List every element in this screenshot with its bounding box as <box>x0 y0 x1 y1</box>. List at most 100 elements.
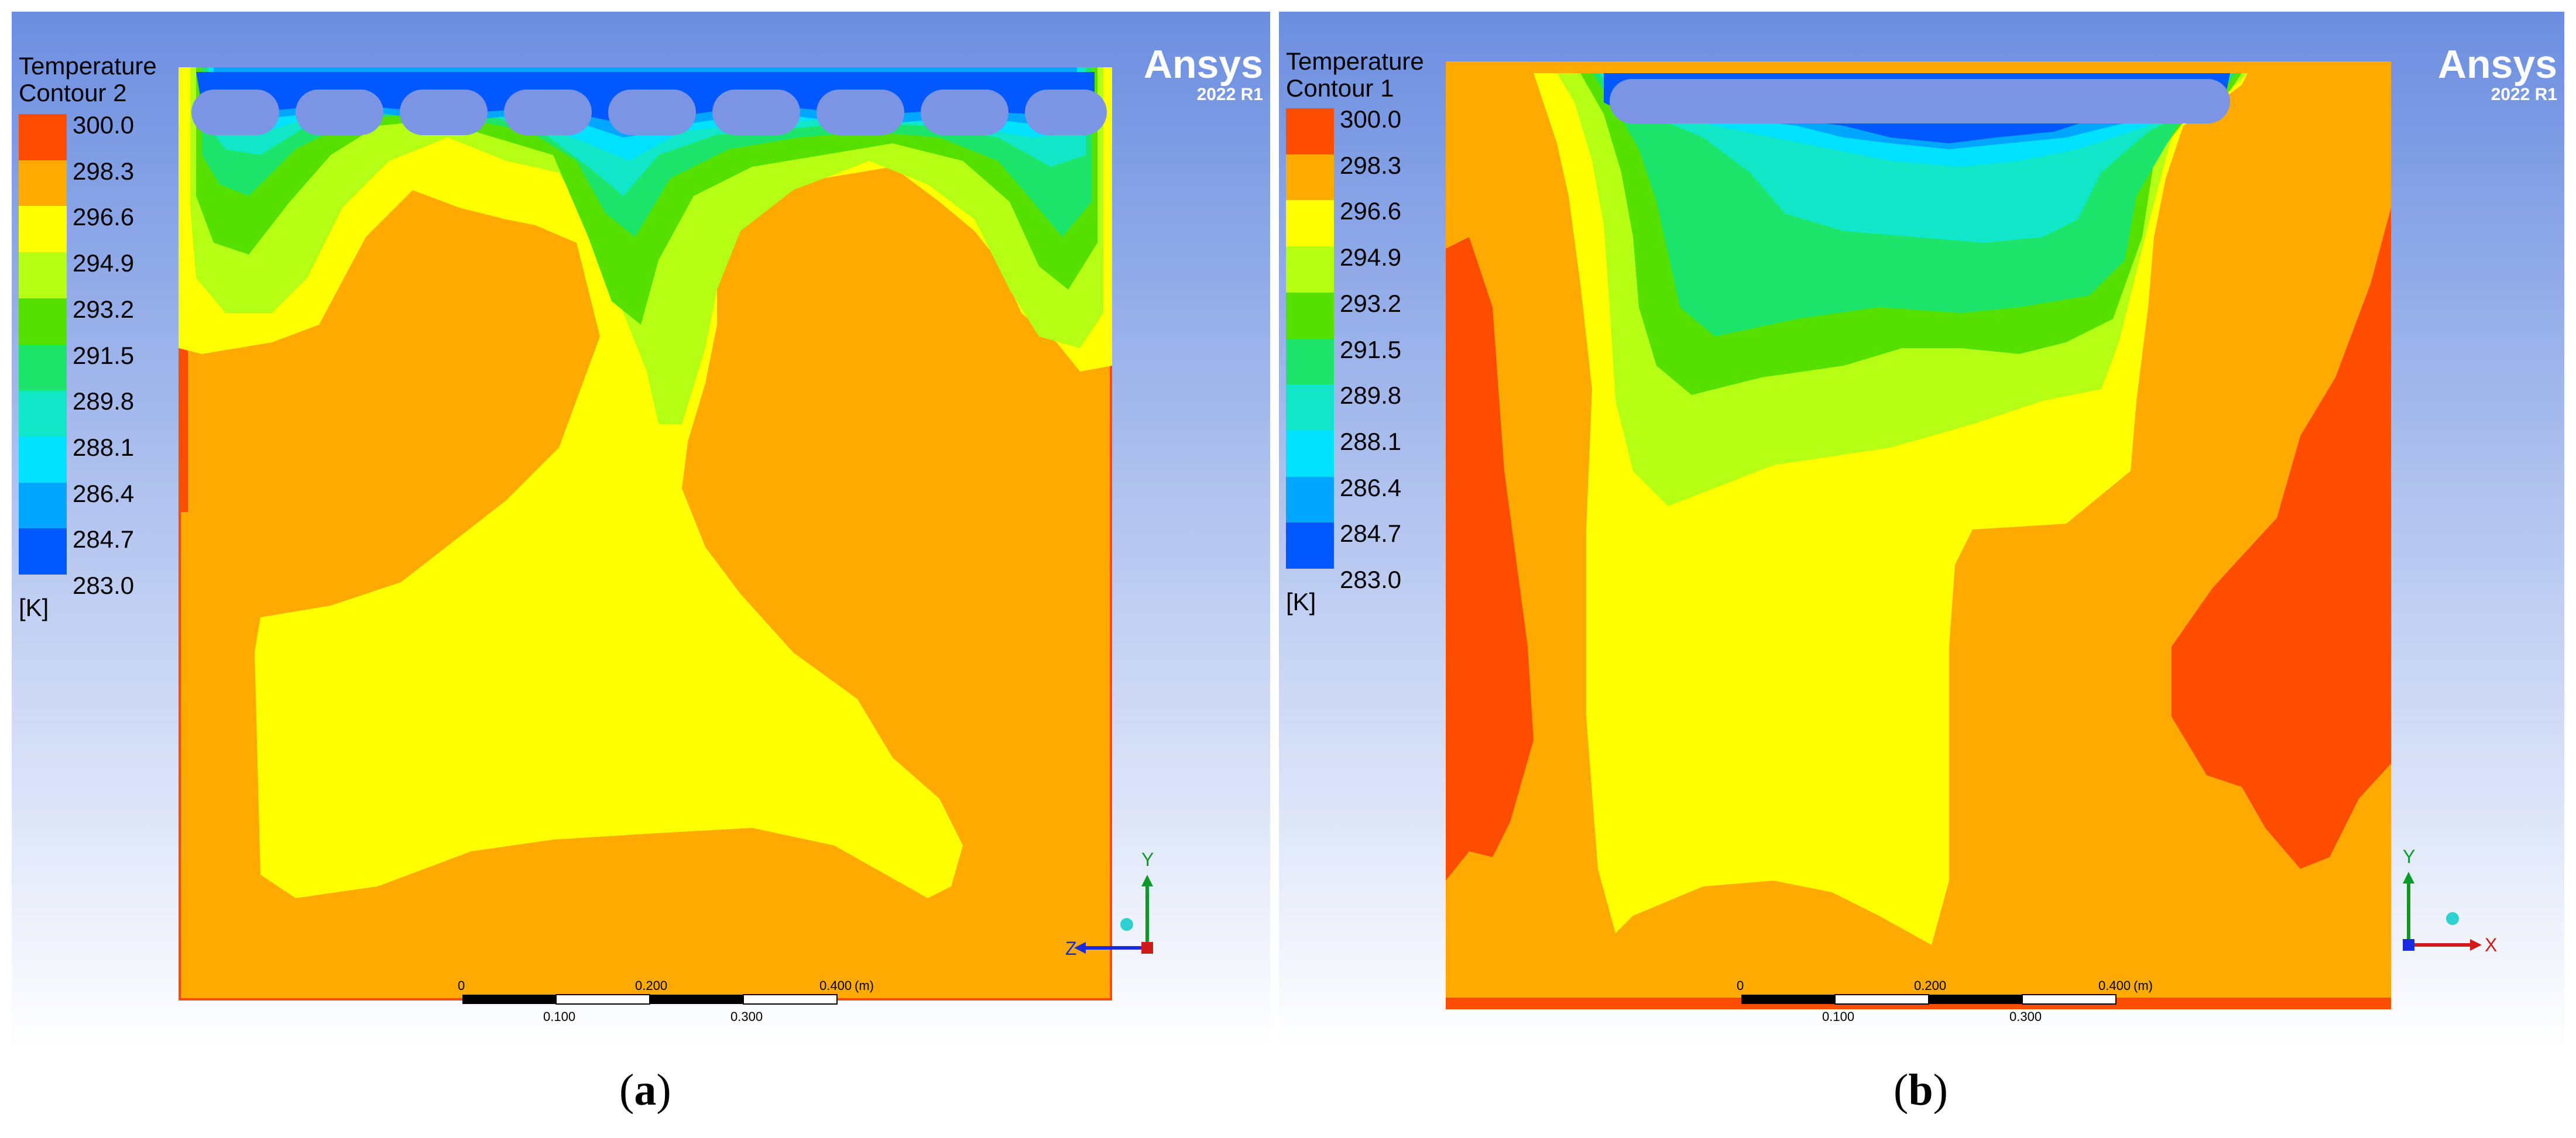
scale-label: 0 <box>1737 978 1744 993</box>
legend-title: Temperature Contour 1 <box>1286 48 1424 102</box>
caption-letter: b <box>1908 1065 1933 1115</box>
scale-seg <box>555 994 650 1005</box>
colorbar-segment <box>19 160 67 207</box>
legend-label: 291.5 <box>1340 336 1402 363</box>
colorbar <box>1286 108 1334 569</box>
colorbar-segment <box>19 206 67 253</box>
legend-label: 298.3 <box>1340 152 1402 179</box>
legend-label: 300.0 <box>1340 105 1402 133</box>
scale-label: 0.400 <box>2098 978 2131 993</box>
x-axis-arrowhead <box>2470 939 2482 951</box>
triad-origin <box>2403 939 2414 951</box>
colorbar-segment <box>19 344 67 391</box>
colorbar <box>19 114 67 575</box>
scale-label: 0.100 <box>543 1009 575 1024</box>
brand-name: Ansys <box>2437 42 2557 87</box>
legend-label: 284.7 <box>1340 520 1402 547</box>
colorbar-segment <box>1286 108 1334 155</box>
colorbar-segment <box>19 390 67 437</box>
inlet-2 <box>296 90 383 135</box>
brand-name: Ansys <box>1143 42 1263 87</box>
inlet-7 <box>817 90 904 135</box>
inlet-5 <box>608 90 696 135</box>
legend-label: 300.0 <box>73 111 135 139</box>
contour-band-300-left <box>1446 237 1534 881</box>
scale-label: 0.300 <box>730 1009 763 1024</box>
brand-version: 2022 R1 <box>2491 85 2557 104</box>
colorbar-segment <box>1286 476 1334 523</box>
caption-letter: a <box>634 1065 657 1115</box>
triad-origin <box>1141 942 1153 954</box>
scale-label: 0.400 <box>819 978 852 993</box>
legend-label: 293.2 <box>73 295 135 323</box>
axis-label-y: Y <box>1141 849 1154 870</box>
z-axis-arrowhead <box>1074 942 1086 954</box>
colorbar-segment <box>19 298 67 345</box>
legend-label: 291.5 <box>73 342 135 369</box>
axis-label-y: Y <box>2403 846 2415 867</box>
scale-label: 0.100 <box>1822 1009 1854 1024</box>
legend-label: 296.6 <box>73 203 135 231</box>
axis-triad: Y X <box>2403 846 2496 955</box>
legend-unit: [K] <box>1286 588 1316 616</box>
colorbar-segment <box>19 252 67 299</box>
legend-title-line2: Contour 1 <box>1286 74 1394 102</box>
legend-label: 294.9 <box>1340 243 1402 271</box>
legend-title-line1: Temperature <box>1286 47 1424 75</box>
contour-band-300-right <box>2172 208 2391 869</box>
inlet-1 <box>191 90 279 135</box>
y-axis-arrowhead <box>1141 875 1153 886</box>
legend-label: 284.7 <box>73 525 135 553</box>
colorbar-segment <box>1286 384 1334 431</box>
inlet-8 <box>921 90 1009 135</box>
legend-title: Temperature Contour 2 <box>19 53 157 106</box>
inlet-3 <box>400 90 488 135</box>
caption-a: (a) <box>619 1065 671 1115</box>
panel-a: Temperature Contour 2 300.0 298.3 296.6 … <box>12 12 1270 1047</box>
scale-seg <box>1834 994 1929 1005</box>
legend-label: 293.2 <box>1340 290 1402 317</box>
colorbar-segment <box>1286 338 1334 385</box>
panel-b: Temperature Contour 1 300.0 298.3 296.6 … <box>1279 12 2564 1047</box>
view-dot <box>1120 918 1133 931</box>
scale-label: 0.200 <box>1914 978 1946 993</box>
legend-title-line1: Temperature <box>19 52 157 80</box>
color-legend: 300.0 298.3 296.6 294.9 293.2 291.5 289.… <box>1286 105 1473 617</box>
scale-seg <box>650 995 743 1004</box>
view-dot <box>2446 912 2459 925</box>
legend-label: 296.6 <box>1340 197 1402 225</box>
scale-seg <box>462 995 556 1004</box>
legend-label: 288.1 <box>73 434 135 461</box>
legend-label: 294.9 <box>73 249 135 277</box>
scale-seg <box>1929 995 2022 1004</box>
colorbar-segment <box>19 436 67 483</box>
legend-label: 298.3 <box>73 157 135 185</box>
temperature-contour-plot <box>179 67 1112 1001</box>
color-legend: 300.0 298.3 296.6 294.9 293.2 291.5 289.… <box>19 111 206 623</box>
colorbar-segment <box>1286 430 1334 477</box>
scale-label: 0 <box>458 978 465 993</box>
colorbar-segment <box>19 482 67 529</box>
scale-label: 0.300 <box>2009 1009 2042 1024</box>
colorbar-segment <box>19 114 67 161</box>
scale-unit: (m) <box>855 978 874 993</box>
inlet-9 <box>1025 90 1107 135</box>
colorbar-segment <box>1286 292 1334 339</box>
y-axis-arrowhead <box>2403 872 2414 883</box>
scale-bar: 0 0.200 0.400 (m) 0.100 0.300 <box>458 978 874 1024</box>
contour-band-294-upper <box>179 67 1112 898</box>
ansys-logo: Ansys 2022 R1 <box>2438 44 2557 105</box>
contour-band-300 <box>179 336 188 512</box>
caption-b: (b) <box>1894 1065 1948 1115</box>
brand-version: 2022 R1 <box>1196 85 1263 104</box>
inlet-6 <box>712 90 800 135</box>
axis-triad: Y Z <box>1065 849 1154 959</box>
colorbar-segment <box>1286 522 1334 569</box>
colorbar-segment <box>19 528 67 575</box>
legend-label: 286.4 <box>1340 474 1402 501</box>
legend-label: 289.8 <box>1340 381 1402 409</box>
legend-label: 283.0 <box>73 572 135 599</box>
inlet-slot <box>1610 79 2230 123</box>
legend-title-line2: Contour 2 <box>19 79 127 106</box>
legend-label: 283.0 <box>1340 566 1402 593</box>
